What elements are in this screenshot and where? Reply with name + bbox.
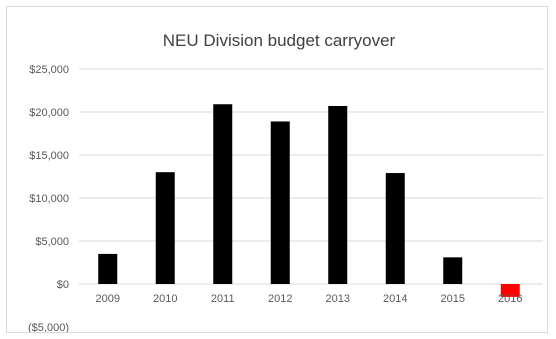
- bar-2011: [213, 104, 233, 284]
- y-tick-label: $15,000: [29, 150, 69, 162]
- x-tick-label: 2012: [268, 293, 292, 305]
- y-tick-label: $0: [57, 279, 69, 291]
- x-tick-label: 2016: [498, 293, 522, 305]
- x-tick-label: 2009: [96, 293, 120, 305]
- y-tick-label: $5,000: [35, 236, 69, 248]
- x-tick-label: 2013: [326, 293, 350, 305]
- bar-2012: [270, 121, 290, 285]
- bars: [98, 104, 520, 297]
- gridlines: [79, 68, 543, 285]
- bar-2010: [155, 172, 175, 284]
- bar-2009: [98, 253, 118, 284]
- bar-2013: [328, 105, 348, 284]
- y-tick-label: $20,000: [29, 107, 69, 119]
- x-tick-label: 2011: [211, 293, 235, 305]
- x-tick-label: 2015: [441, 293, 465, 305]
- x-axis-ticks: 2009 2010 2011 2012 2013 2014 2015 2016: [96, 293, 523, 305]
- y-tick-label: ($5,000): [28, 322, 69, 332]
- bar-2015: [443, 257, 463, 284]
- bar-chart: NEU Division budget carryover $25,000 $20…: [28, 31, 543, 332]
- bar-2014: [385, 173, 405, 284]
- bar-2016: [500, 284, 520, 297]
- y-tick-label: $25,000: [29, 64, 69, 76]
- y-tick-label: $10,000: [29, 193, 69, 205]
- x-tick-label: 2014: [383, 293, 407, 305]
- y-axis-ticks: $25,000 $20,000 $15,000 $10,000 $5,000 $0 ($5,…: [28, 64, 69, 332]
- chart-frame: NEU Division budget carryover $25,000 $20…: [6, 6, 548, 333]
- chart-title: NEU Division budget carryover: [163, 31, 396, 50]
- x-tick-label: 2010: [153, 293, 177, 305]
